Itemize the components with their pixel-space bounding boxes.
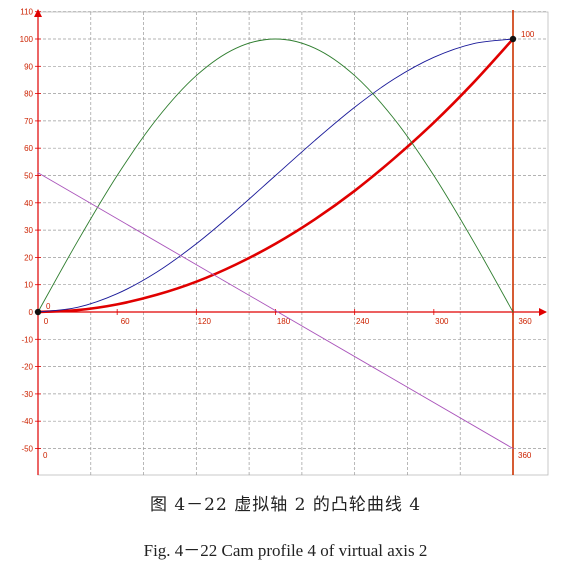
cam-profile-chart: 0 60 120 180 240 300 3601101009080706050403020… bbox=[20, 8, 549, 476]
annotation-label: 360 bbox=[518, 451, 532, 460]
y-tick-label: 20 bbox=[24, 253, 33, 262]
axes bbox=[34, 9, 547, 475]
x-tick-label: 0 bbox=[44, 317, 49, 326]
x-tick-label: 240 bbox=[356, 317, 370, 326]
annotation-label: 100 bbox=[521, 30, 535, 39]
y-tick-label: 60 bbox=[24, 144, 33, 153]
y-tick-label: 70 bbox=[24, 117, 33, 126]
annotations: 0 100 0 360 bbox=[43, 30, 535, 460]
y-tick-label: -20 bbox=[21, 363, 33, 372]
markers bbox=[34, 35, 517, 316]
y-tick-label: -40 bbox=[21, 417, 33, 426]
y-tick-label: 90 bbox=[24, 62, 33, 71]
x-tick-label: 120 bbox=[198, 317, 212, 326]
series-line-4 bbox=[37, 172, 514, 449]
grid bbox=[37, 11, 549, 476]
marker-point bbox=[509, 35, 517, 43]
y-tick-label: 40 bbox=[24, 199, 33, 208]
figure-caption-english: Fig. 4－22 Cam profile 4 of virtual axis … bbox=[143, 541, 428, 560]
x-tick-label: 360 bbox=[518, 317, 532, 326]
y-tick-label: 100 bbox=[20, 35, 34, 44]
annotation-label: 0 bbox=[46, 302, 51, 311]
y-tick-label: 80 bbox=[24, 90, 33, 99]
y-tick-label: 30 bbox=[24, 226, 33, 235]
tick-labels: 0 60 120 180 240 300 3601101009080706050403020… bbox=[20, 8, 533, 454]
series-lines bbox=[36, 37, 515, 449]
y-tick-label: -30 bbox=[21, 390, 33, 399]
figure-caption-chinese: 图 4－22 虚拟轴 2 的凸轮曲线 4 bbox=[149, 495, 422, 515]
marker-point bbox=[34, 308, 42, 316]
series-line-2 bbox=[37, 38, 514, 313]
y-tick-label: 50 bbox=[24, 172, 33, 181]
y-tick-label: 0 bbox=[29, 308, 34, 317]
y-tick-label: -10 bbox=[21, 335, 33, 344]
y-tick-label: 110 bbox=[20, 8, 33, 17]
series-line-3 bbox=[37, 38, 514, 313]
annotation-label: 0 bbox=[43, 451, 48, 460]
y-tick-label: -50 bbox=[21, 445, 33, 454]
plot-frame bbox=[37, 11, 549, 476]
x-tick-label: 60 bbox=[121, 317, 130, 326]
series-line-1 bbox=[36, 37, 515, 314]
x-tick-label: 300 bbox=[435, 317, 449, 326]
y-tick-label: 10 bbox=[24, 281, 33, 290]
x-tick-label: 180 bbox=[277, 317, 291, 326]
